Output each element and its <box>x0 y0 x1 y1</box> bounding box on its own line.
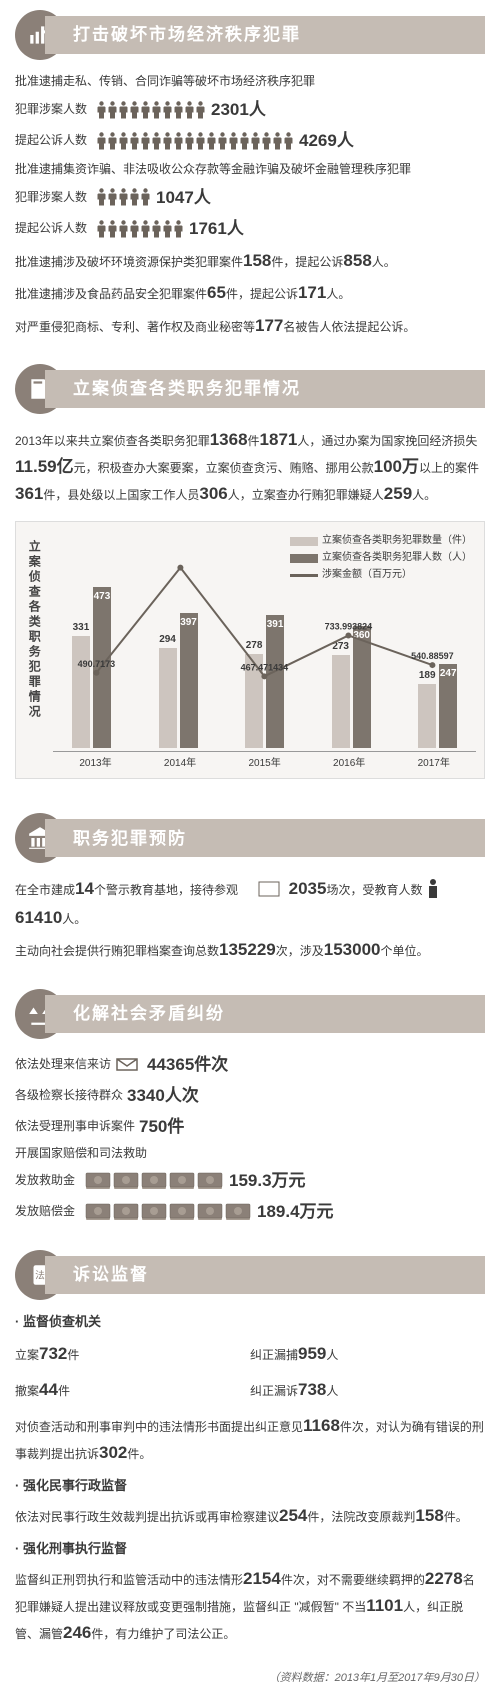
header-5: 法 诉讼监督 <box>15 1250 485 1300</box>
header-title-5: 诉讼监督 <box>73 1261 149 1288</box>
stat-row: 犯罪涉案人数2301人 <box>15 96 485 123</box>
header-title-3: 职务犯罪预防 <box>73 825 187 852</box>
bar-group: 273 360 <box>332 626 371 748</box>
s4-r1: 依法处理来信来访 44365件次 <box>15 1051 485 1078</box>
s1-p3: 对严重侵犯商标、专利、著作权及商业秘密等177名被告人依法提起公诉。 <box>15 312 485 339</box>
header-bar-3: 职务犯罪预防 <box>45 819 485 857</box>
s4-r2: 各级检察长接待群众3340人次 <box>15 1082 485 1109</box>
header-3: 职务犯罪预防 <box>15 813 485 863</box>
s3-p2: 主动向社会提供行贿犯罪档案查询总数135229次，涉及153000个单位。 <box>15 936 485 963</box>
s1-p2: 批准逮捕涉及食品药品安全犯罪案件65件，提起公诉171人。 <box>15 279 485 306</box>
bar-group: 189 247 <box>418 664 457 748</box>
s5-sub3: · 强化刑事执行监督 <box>15 1539 485 1560</box>
s5-p1: 对侦查活动和刑事审判中的违法情形书面提出纠正意见1168件次，对认为确有错误的刑… <box>15 1412 485 1466</box>
header-title-1: 打击破坏市场经济秩序犯罪 <box>73 21 301 48</box>
bars-area: 331 473 294 397 278 391 273 360 189 247 <box>53 564 476 748</box>
footer-note: （资料数据：2013年1月至2017年9月30日） <box>0 1662 500 1695</box>
stat-row: 提起公诉人数4269人 <box>15 127 485 154</box>
section-market-crime: 打击破坏市场经济秩序犯罪 批准逮捕走私、传销、合同诈骗等破坏市场经济秩序犯罪 犯… <box>0 0 500 354</box>
header-1: 打击破坏市场经济秩序犯罪 <box>15 10 485 60</box>
s1-p1: 批准逮捕涉及破坏环境资源保护类犯罪案件158件，提起公诉858人。 <box>15 247 485 274</box>
bar-group: 278 391 <box>245 615 284 748</box>
header-bar-4: 化解社会矛盾纠纷 <box>45 995 485 1033</box>
s5-grid: 立案732件纠正漏捕959人撤案44件纠正漏诉738人 <box>15 1336 485 1406</box>
grid-item: 撤案44件 <box>15 1376 250 1403</box>
grid-item: 纠正漏捕959人 <box>250 1340 485 1367</box>
header-bar-5: 诉讼监督 <box>45 1256 485 1294</box>
s5-p3: 监督纠正刑罚执行和监管活动中的违法情形2154件次，对不需要继续羁押的2278名… <box>15 1565 485 1647</box>
header-2: 立案侦查各类职务犯罪情况 <box>15 364 485 414</box>
x-axis: 2013年2014年2015年2016年2017年 <box>53 751 476 772</box>
grid-item: 纠正漏诉738人 <box>250 1376 485 1403</box>
section-dispute: 化解社会矛盾纠纷 依法处理来信来访 44365件次 各级检察长接待群众3340人… <box>0 979 500 1240</box>
duty-crime-chart: 立案侦查各类职务犯罪情况 立案侦查各类职务犯罪数量（件） 立案侦查各类职务犯罪人… <box>15 521 485 779</box>
s4-r4: 开展国家赔偿和司法救助 <box>15 1144 485 1163</box>
header-bar-2: 立案侦查各类职务犯罪情况 <box>45 370 485 408</box>
s4-r6: 发放赔偿金189.4万元 <box>15 1198 485 1225</box>
s2-para: 2013年以来共立案侦查各类职务犯罪1368件1871人，通过办案为国家挽回经济… <box>15 426 485 508</box>
section-duty-crime: 立案侦查各类职务犯罪情况 2013年以来共立案侦查各类职务犯罪1368件1871… <box>0 354 500 804</box>
svg-text:法: 法 <box>35 1268 45 1281</box>
s4-r5: 发放救助金159.3万元 <box>15 1167 485 1194</box>
s3-p1: 在全市建成14个警示教育基地，接待参观 2035场次，受教育人数 61410人。 <box>15 875 485 931</box>
stat-row: 犯罪涉案人数1047人 <box>15 184 485 211</box>
chart-body: 立案侦查各类职务犯罪数量（件） 立案侦查各类职务犯罪人数（人） 涉案金额（百万元… <box>45 532 478 772</box>
s1-intro: 批准逮捕走私、传销、合同诈骗等破坏市场经济秩序犯罪 <box>15 72 485 91</box>
header-title-2: 立案侦查各类职务犯罪情况 <box>73 375 301 402</box>
header-4: 化解社会矛盾纠纷 <box>15 989 485 1039</box>
bar-group: 331 473 <box>72 587 111 748</box>
section-prevention: 职务犯罪预防 在全市建成14个警示教育基地，接待参观 2035场次，受教育人数 … <box>0 803 500 978</box>
header-title-4: 化解社会矛盾纠纷 <box>73 1000 225 1027</box>
header-bar-1: 打击破坏市场经济秩序犯罪 <box>45 16 485 54</box>
section-litigation: 法 诉讼监督 · 监督侦查机关 立案732件纠正漏捕959人撤案44件纠正漏诉7… <box>0 1240 500 1662</box>
stat-row: 提起公诉人数1761人 <box>15 215 485 242</box>
chart-vtitle: 立案侦查各类职务犯罪情况 <box>22 532 45 772</box>
s4-r3: 依法受理刑事申诉案件750件 <box>15 1113 485 1140</box>
s5-sub2: · 强化民事行政监督 <box>15 1476 485 1497</box>
s5-sub1: · 监督侦查机关 <box>15 1312 485 1333</box>
s5-p2: 依法对民事行政生效裁判提出抗诉或再审检察建议254件，法院改变原裁判158件。 <box>15 1502 485 1529</box>
grid-item: 立案732件 <box>15 1340 250 1367</box>
bar-group: 294 397 <box>159 613 198 748</box>
